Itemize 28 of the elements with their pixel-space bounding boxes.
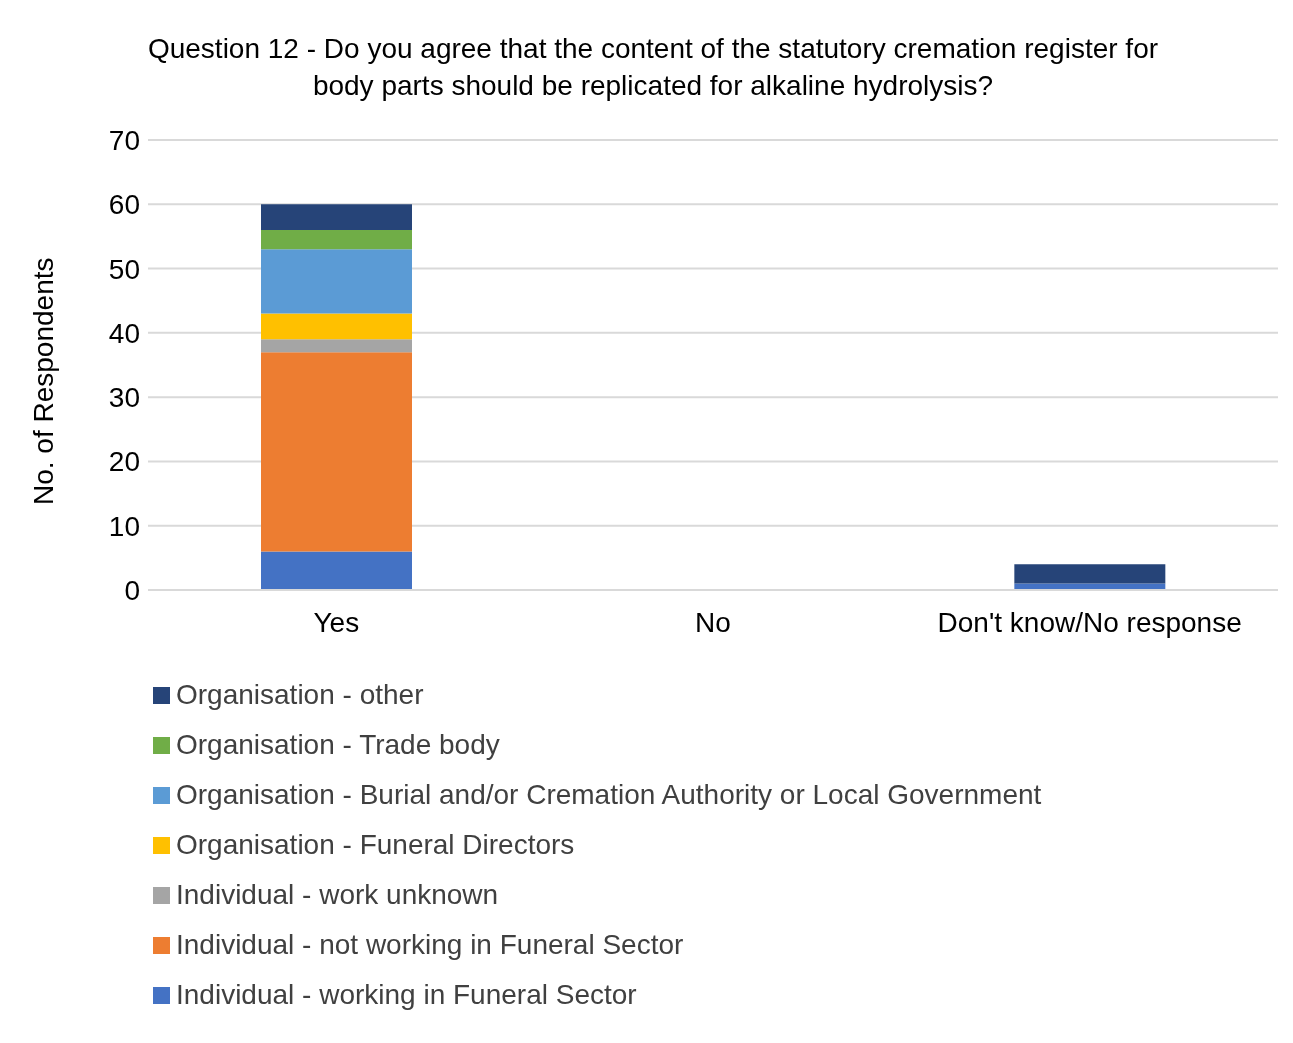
chart-title: Question 12 - Do you agree that the content of the statutory cremation register for body parts should be replicated for alkaline hydrolysis?: [146, 32, 1160, 103]
legend-label: Individual - working in Funeral Sector: [176, 979, 637, 1011]
legend-label: Organisation - Trade body: [176, 729, 500, 761]
x-tick-label: No: [695, 606, 731, 638]
x-tick-label: Yes: [313, 606, 360, 638]
y-tick-label: 40: [108, 317, 140, 349]
x-tick-label: Don't know/No response: [937, 606, 1242, 638]
bar: [261, 230, 412, 250]
y-tick-label: 0: [124, 574, 140, 606]
y-tick-label: 50: [108, 253, 140, 285]
bar: [1014, 564, 1166, 584]
legend-label: Organisation - other: [176, 679, 424, 711]
y-tick-label: 60: [108, 189, 140, 221]
y-tick-label: 20: [108, 446, 140, 478]
bar: [261, 249, 412, 314]
bar: [261, 339, 412, 353]
bar: [261, 313, 412, 340]
bar: [261, 204, 412, 230]
legend-label: Organisation - Funeral Directors: [176, 829, 575, 861]
legend-label: Individual - work unknown: [176, 879, 499, 911]
y-tick-label: 70: [108, 124, 140, 156]
y-tick-label: 30: [108, 382, 140, 414]
y-tick-label: 10: [108, 510, 140, 542]
y-axis-title: No. of Respondents: [27, 257, 59, 505]
legend-label: Individual - not working in Funeral Sector: [176, 929, 684, 961]
bar: [261, 352, 412, 552]
bar: [261, 551, 412, 590]
legend-label: Organisation - Burial and/or Cremation Authority or Local Government: [176, 779, 1042, 811]
